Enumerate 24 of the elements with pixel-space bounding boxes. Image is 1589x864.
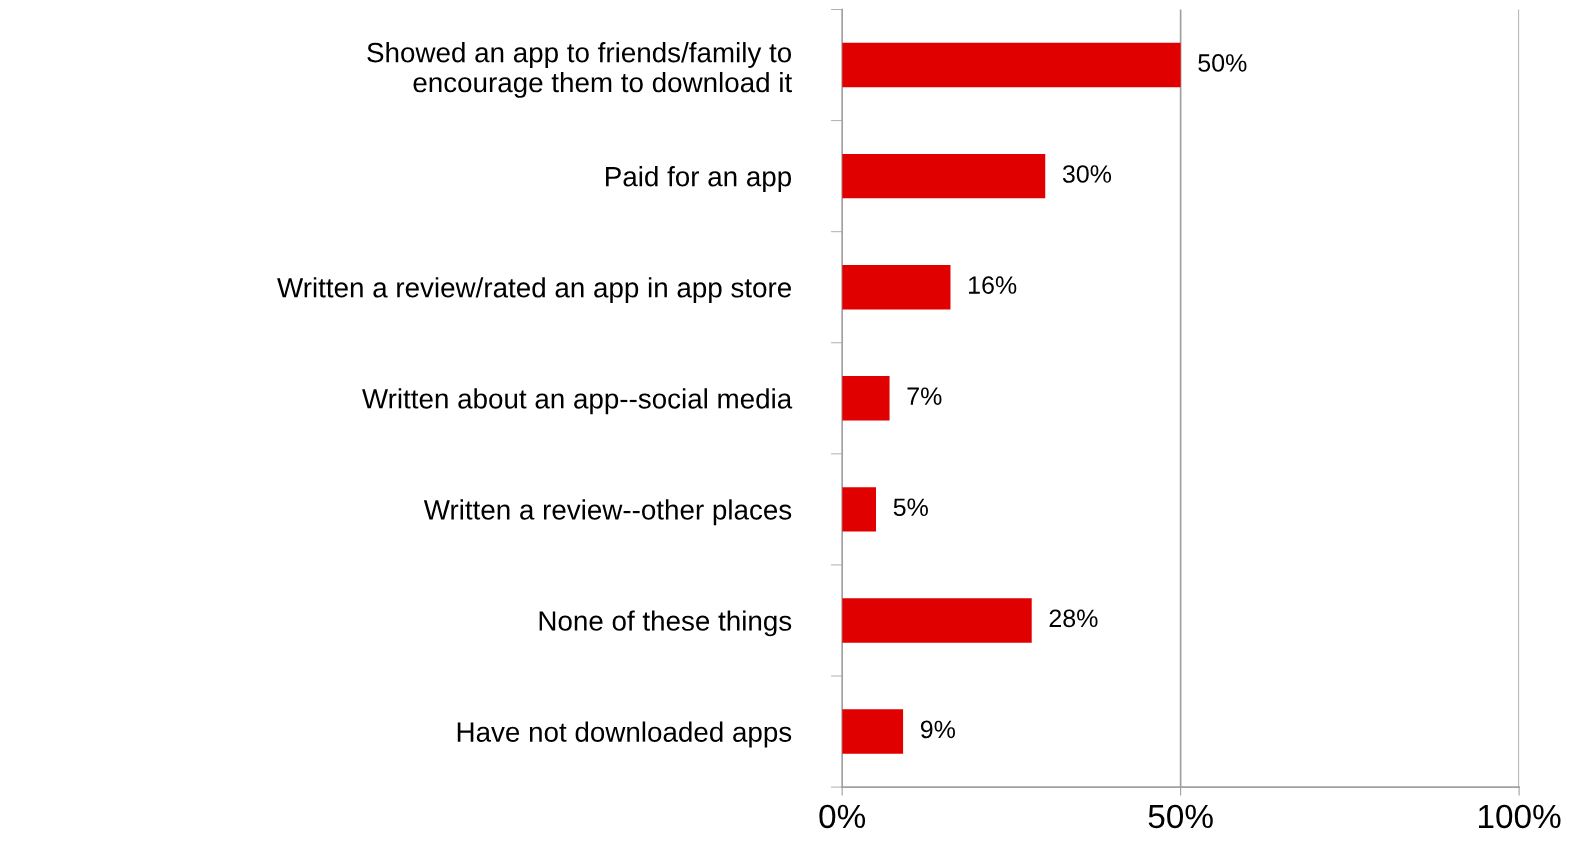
bar	[842, 376, 890, 421]
data-label: 9%	[920, 720, 955, 739]
data-label: 28%	[1049, 609, 1098, 628]
data-label: 7%	[907, 387, 942, 405]
y-tick-label: Showed an app to friends/family to encourage them to download it	[367, 42, 792, 98]
y-tick-label: Written a review--other places	[423, 499, 792, 526]
y-tick-label: Written a review/rated an app in app store	[277, 277, 791, 304]
bar	[842, 265, 951, 310]
bar	[842, 42, 1181, 88]
y-tick-label: Paid for an app	[606, 166, 792, 192]
bar	[842, 153, 1046, 199]
bar	[842, 598, 1032, 643]
data-label: 16%	[969, 276, 1017, 294]
bar	[842, 487, 877, 532]
data-label: 50%	[1198, 54, 1247, 72]
x-tick-label: 100%	[1479, 804, 1561, 829]
data-label: 5%	[893, 498, 928, 517]
bar	[842, 709, 904, 754]
x-tick-label: 50%	[1148, 804, 1213, 829]
y-tick-label: Written about an app--social media	[362, 388, 793, 415]
y-tick-label: None of these things	[539, 610, 792, 637]
y-tick-label: Have not downloaded apps	[457, 721, 792, 748]
data-label: 30%	[1062, 165, 1112, 183]
x-tick-label: 0%	[819, 804, 866, 829]
